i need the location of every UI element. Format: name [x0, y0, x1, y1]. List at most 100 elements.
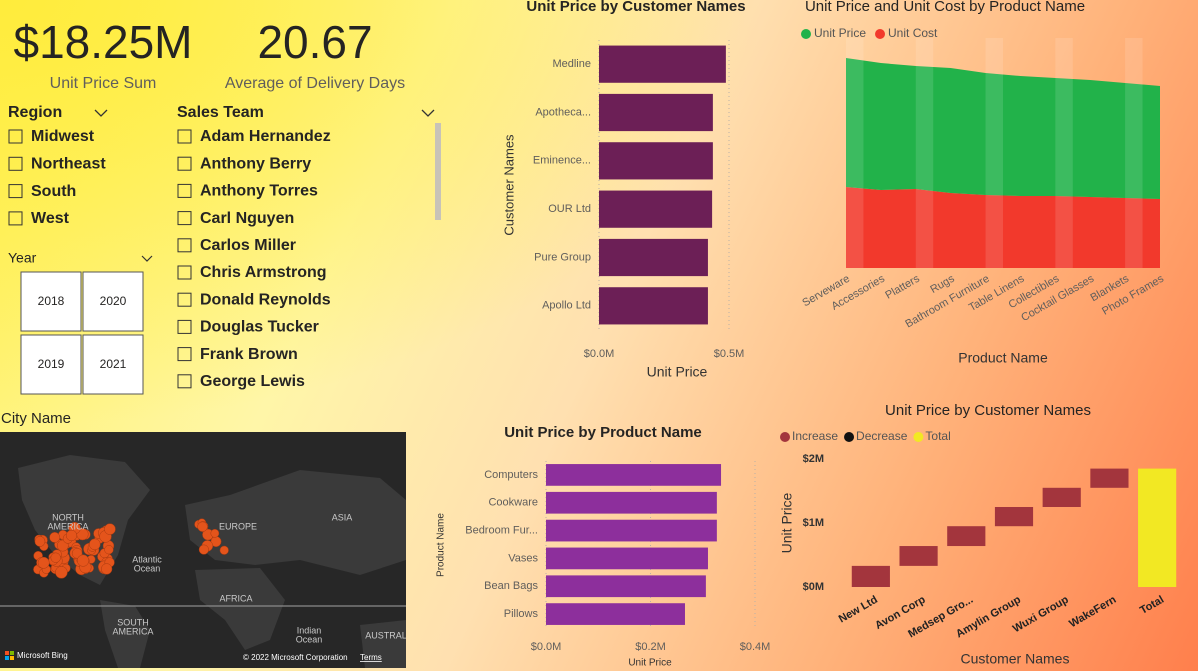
bar[interactable]	[599, 238, 708, 277]
year-tile-label[interactable]: 2021	[100, 357, 127, 371]
bar[interactable]	[599, 45, 726, 83]
x-axis-label: Unit Price	[647, 364, 708, 380]
slicer-item[interactable]: West	[31, 210, 70, 227]
checkbox[interactable]	[177, 374, 192, 389]
y-tick-label: $1M	[803, 517, 824, 529]
map-label: Ocean	[296, 634, 323, 644]
legend-marker	[844, 432, 855, 442]
checkbox[interactable]	[177, 292, 192, 307]
waterfall-bar[interactable]	[1042, 487, 1081, 507]
checkbox[interactable]	[8, 184, 23, 199]
year-tile[interactable]	[20, 271, 82, 332]
waterfall-bar[interactable]	[1090, 468, 1129, 488]
slicer-item[interactable]: South	[31, 183, 76, 200]
logo	[5, 656, 9, 660]
bar[interactable]	[599, 142, 713, 180]
x-tick-label: $0.2M	[635, 641, 666, 653]
slicer-item[interactable]: Anthony Torres	[200, 183, 318, 200]
y-tick-label: Apollo Ltd	[542, 300, 591, 312]
checkbox[interactable]	[177, 183, 192, 198]
land	[195, 568, 285, 650]
map-label: SOUTH	[117, 617, 149, 627]
waterfall-bar[interactable]	[1138, 468, 1177, 587]
checkbox[interactable]	[8, 129, 23, 144]
waterfall-bar[interactable]	[851, 565, 890, 587]
slicer-items: Adam Hernandez Anthony Berry Anthony Torre…	[177, 128, 331, 390]
year-tile-label[interactable]: 2019	[38, 357, 65, 371]
slicer-item[interactable]: Frank Brown	[200, 346, 298, 363]
y-tick-label: $0M	[803, 581, 824, 593]
scrollbar[interactable]	[435, 123, 441, 220]
map-point	[50, 552, 61, 563]
map-point	[34, 536, 46, 547]
chart-title: Unit Price by Product Name	[504, 424, 702, 441]
checkbox[interactable]	[177, 211, 192, 226]
slicer-item[interactable]: Anthony Berry	[200, 155, 311, 172]
checkbox[interactable]	[177, 319, 192, 334]
legend-marker	[875, 29, 886, 39]
map-terms-link[interactable]: Terms	[360, 653, 382, 662]
slicer-item[interactable]: Northeast	[31, 156, 106, 173]
checkbox[interactable]	[177, 129, 192, 144]
legend-label: Unit Price	[814, 26, 866, 40]
bar[interactable]	[546, 491, 717, 514]
y-tick-label: Eminence...	[533, 155, 591, 167]
band-shade	[846, 38, 864, 268]
bar[interactable]	[546, 575, 706, 598]
x-tick-label: WakeFern	[1067, 594, 1118, 631]
area[interactable]	[846, 58, 1160, 199]
slicer-item[interactable]: Donald Reynolds	[200, 291, 331, 308]
checkbox[interactable]	[8, 211, 23, 226]
checkbox[interactable]	[8, 156, 23, 171]
legend-label: Increase	[792, 429, 838, 443]
map-point	[104, 523, 116, 535]
area[interactable]	[846, 187, 1160, 268]
map-point	[101, 563, 113, 575]
band-shade	[1125, 38, 1143, 268]
x-tick-label: $0.0M	[584, 348, 615, 360]
checkbox[interactable]	[177, 347, 192, 362]
bar[interactable]	[546, 464, 722, 486]
bar[interactable]	[599, 287, 708, 325]
checkbox[interactable]	[177, 156, 192, 171]
legend-label: Unit Cost	[888, 26, 938, 40]
dropdown-chevron[interactable]	[94, 109, 108, 117]
y-tick-label: OUR Ltd	[548, 203, 591, 215]
year-tile[interactable]	[82, 271, 144, 332]
bar[interactable]	[546, 547, 708, 570]
map-attribution: Microsoft Bing	[17, 651, 68, 660]
waterfall-bar[interactable]	[947, 526, 986, 547]
waterfall-bar[interactable]	[899, 546, 938, 566]
bar[interactable]	[546, 519, 717, 542]
bar[interactable]	[599, 190, 713, 228]
checkbox[interactable]	[177, 265, 192, 280]
x-tick-label: $0.5M	[714, 348, 745, 360]
slicer-item[interactable]: Chris Armstrong	[200, 264, 327, 281]
map-label: NORTH	[52, 512, 84, 522]
year-tile-label[interactable]: 2018	[38, 294, 65, 308]
slicer-item[interactable]: Midwest	[31, 128, 95, 145]
checkbox[interactable]	[177, 238, 192, 253]
slicer-item[interactable]: Carlos Miller	[200, 237, 296, 254]
year-tile[interactable]	[20, 334, 82, 395]
dropdown-chevron[interactable]	[421, 109, 435, 117]
dropdown-chevron[interactable]	[141, 255, 153, 262]
legend-marker	[780, 432, 790, 442]
slicer-item[interactable]: Carl Nguyen	[200, 210, 294, 227]
logo	[10, 656, 14, 660]
map-point	[65, 529, 78, 542]
bar[interactable]	[546, 603, 685, 625]
slicer-item[interactable]: Adam Hernandez	[200, 128, 331, 145]
year-tile-label[interactable]: 2020	[100, 294, 127, 308]
chart-title: Unit Price by Customer Names	[885, 402, 1091, 419]
slicer-item[interactable]: George Lewis	[200, 373, 305, 390]
slicer-item[interactable]: Douglas Tucker	[200, 319, 319, 336]
bar[interactable]	[599, 93, 713, 132]
year-tile[interactable]	[82, 334, 144, 395]
x-tick-label: Platters	[883, 272, 922, 301]
legend-label: Total	[925, 429, 950, 443]
land	[18, 455, 150, 585]
waterfall-bar[interactable]	[994, 507, 1034, 527]
